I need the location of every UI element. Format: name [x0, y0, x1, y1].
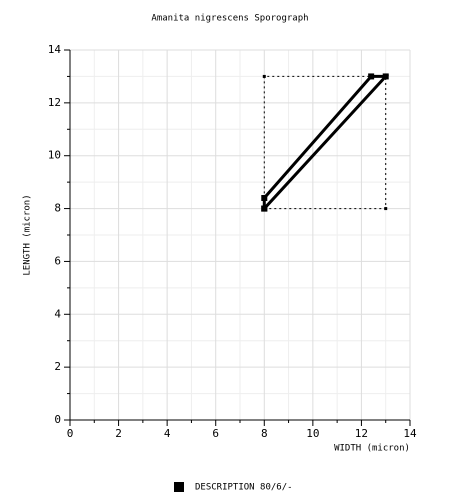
range-box	[263, 75, 387, 210]
x-tick-label: 8	[261, 427, 268, 440]
y-tick-label: 10	[48, 149, 61, 162]
point-marker	[384, 207, 388, 211]
y-tick-label: 6	[54, 254, 61, 267]
y-tick-label: 12	[48, 96, 61, 109]
legend-label: DESCRIPTION 80/6/-	[195, 483, 293, 493]
y-tick-label: 8	[54, 202, 61, 215]
point-marker	[262, 74, 266, 78]
x-tick-label: 12	[355, 427, 368, 440]
y-tick-label: 0	[54, 413, 61, 426]
legend-marker	[174, 482, 184, 492]
chart-title: Amanita nigrescens Sporograph	[151, 14, 308, 24]
y-axis-label: LENGTH (micron)	[23, 194, 33, 275]
y-tick-label: 14	[48, 43, 62, 56]
y-tick-label: 4	[54, 307, 61, 320]
x-tick-label: 10	[306, 427, 319, 440]
x-axis-label: WIDTH (micron)	[334, 444, 410, 454]
x-tick-label: 2	[115, 427, 122, 440]
point-marker	[368, 73, 375, 80]
x-tick-label: 4	[164, 427, 171, 440]
x-tick-label: 14	[403, 427, 417, 440]
point-marker	[262, 207, 266, 211]
x-tick-label: 6	[212, 427, 219, 440]
y-tick-label: 2	[54, 360, 61, 373]
point-marker	[384, 74, 388, 78]
x-tick-label: 0	[67, 427, 74, 440]
